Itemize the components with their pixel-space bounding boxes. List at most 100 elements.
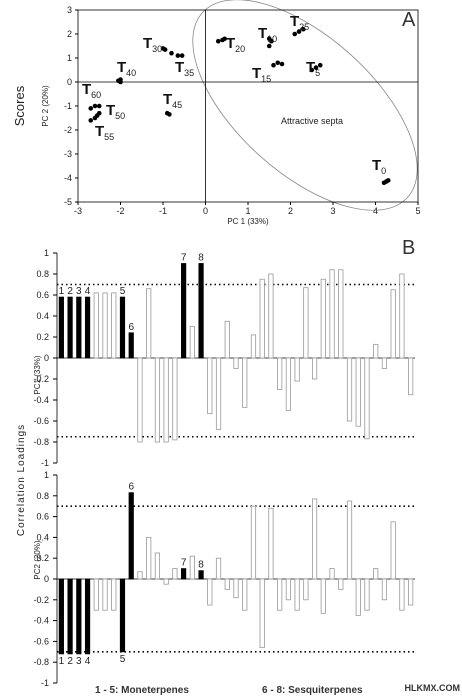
y-axis-label: PC2 (20%)	[33, 540, 42, 579]
series-label: T60	[82, 81, 101, 100]
score-point	[215, 38, 221, 44]
loading-bar	[399, 273, 405, 359]
x-tick-label: -3	[74, 206, 82, 216]
bar-label: 5	[120, 286, 126, 297]
bar-label: 5	[120, 654, 126, 665]
bar-label: 6	[128, 322, 134, 333]
x-tick-label: 2	[288, 206, 293, 216]
bar-label: 4	[85, 656, 91, 667]
y-tick-label: 3	[67, 5, 72, 15]
loading-bar	[93, 578, 99, 611]
score-point	[309, 67, 315, 73]
score-point	[292, 31, 298, 37]
loading-bar	[285, 357, 291, 411]
y-tick-label: -0.6	[33, 416, 49, 426]
y-tick-label: 0.8	[36, 491, 49, 501]
score-point	[175, 53, 181, 58]
loading-bar	[189, 326, 195, 359]
loading-bar	[242, 578, 248, 611]
watermark: HLKMX.COM	[405, 683, 461, 693]
y-tick-label: -0.8	[33, 437, 49, 447]
x-tick-label: 3	[330, 206, 335, 216]
loading-bar	[233, 357, 239, 369]
score-point	[222, 36, 227, 42]
y-tick-label: -0.8	[33, 657, 49, 667]
loading-bar	[154, 552, 161, 580]
bar-label: 3	[76, 656, 82, 667]
bar-label: 3	[76, 286, 82, 297]
y-tick-label: 0.2	[36, 332, 49, 342]
x-tick-label: 4	[373, 206, 378, 216]
loading-bar	[320, 578, 326, 614]
x-tick-label: 1	[245, 206, 250, 216]
score-point	[300, 26, 306, 32]
y-tick-label: -4	[64, 173, 72, 183]
series-label: T15	[252, 65, 271, 84]
loading-bar	[207, 578, 213, 606]
series-label: T10	[258, 25, 277, 44]
y-tick-label: -0.6	[33, 636, 49, 646]
y-tick-label: 0	[67, 77, 72, 87]
score-point	[383, 179, 389, 184]
score-point	[92, 103, 98, 109]
loading-bar	[84, 296, 91, 359]
annotation: Attractive septa	[281, 116, 343, 126]
loading-bar	[338, 269, 344, 359]
y-tick-label: 1	[67, 53, 72, 63]
x-tick-label: 0	[203, 206, 208, 216]
bar-label: 2	[67, 656, 73, 667]
loading-bar	[311, 357, 318, 380]
bar-label: 8	[198, 253, 204, 264]
y-tick-label: 0	[44, 353, 49, 363]
loading-bar	[172, 568, 178, 580]
score-point	[96, 103, 102, 109]
loading-bar	[172, 357, 178, 441]
loading-bar	[215, 557, 222, 580]
y-tick-label: -1	[64, 101, 72, 111]
y-tick-label: 0.4	[36, 311, 49, 321]
x-tick-label: 5	[415, 206, 420, 216]
score-point	[313, 65, 319, 70]
y-tick-label: 1	[44, 470, 49, 480]
loading-bar	[268, 507, 274, 580]
x-tick-label: -1	[159, 206, 167, 216]
loading-bar	[128, 492, 134, 580]
loading-bar	[373, 343, 379, 359]
bar-label: 1	[59, 286, 65, 297]
loading-bar	[381, 357, 388, 369]
loading-bar	[198, 570, 204, 580]
y-tick-label: -0.4	[33, 616, 49, 626]
score-point	[317, 62, 323, 68]
bar-label: 2	[67, 286, 73, 297]
legend-note: 6 - 8: Sesquiterpenes	[262, 685, 363, 696]
loading-bar	[355, 578, 361, 616]
loading-bar	[146, 288, 152, 359]
loading-bar	[277, 357, 283, 390]
loading-bar	[381, 578, 388, 601]
y-axis-label: PC1 (33%)	[33, 355, 42, 394]
series-label: T50	[106, 102, 125, 121]
loading-bar	[137, 571, 143, 580]
y-tick-label: 0.6	[36, 290, 49, 300]
loading-bar	[303, 578, 309, 601]
loading-bar	[346, 500, 353, 580]
loading-bar	[76, 578, 82, 655]
loading-bar	[294, 357, 300, 382]
bar-label: 7	[181, 253, 187, 264]
loading-bar	[207, 357, 213, 415]
score-point	[162, 47, 168, 52]
loading-bar	[137, 357, 143, 443]
loading-bar	[189, 555, 195, 580]
loading-bar	[93, 292, 99, 359]
loading-bar	[285, 578, 291, 601]
loading-bar	[67, 578, 73, 655]
side-label: Correlation Loadings	[16, 424, 27, 536]
y-tick-label: 0	[44, 574, 49, 584]
score-point	[266, 43, 272, 49]
loading-bar	[146, 537, 152, 580]
score-point	[94, 113, 100, 118]
loading-bar	[329, 568, 335, 580]
loading-bar	[154, 357, 161, 443]
bar-label: 6	[128, 482, 134, 493]
